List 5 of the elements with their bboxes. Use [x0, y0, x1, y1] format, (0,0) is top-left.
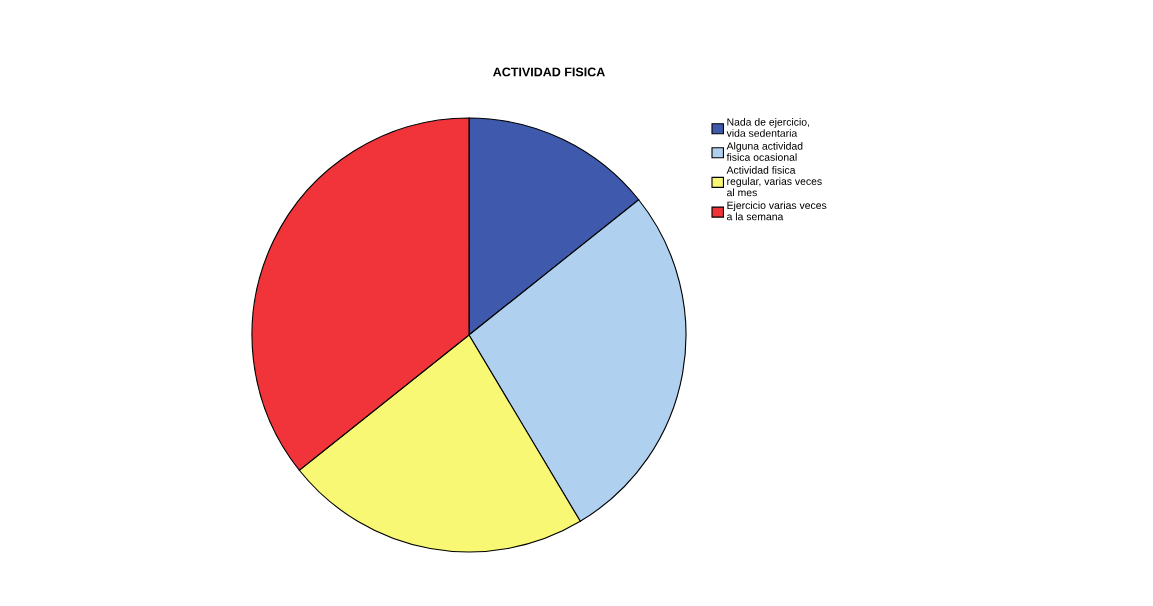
chart-title: ACTIVIDAD FISICA: [493, 67, 605, 77]
legend-label: Alguna actividad fisica ocasional: [726, 142, 803, 161]
legend-label: Actividad fisica regular, varias veces al mes: [726, 166, 822, 197]
legend-label: Nada de ejercicio, vida sedentaria: [726, 118, 810, 137]
legend-label: Ejercicio varias veces a la semana: [727, 201, 827, 221]
